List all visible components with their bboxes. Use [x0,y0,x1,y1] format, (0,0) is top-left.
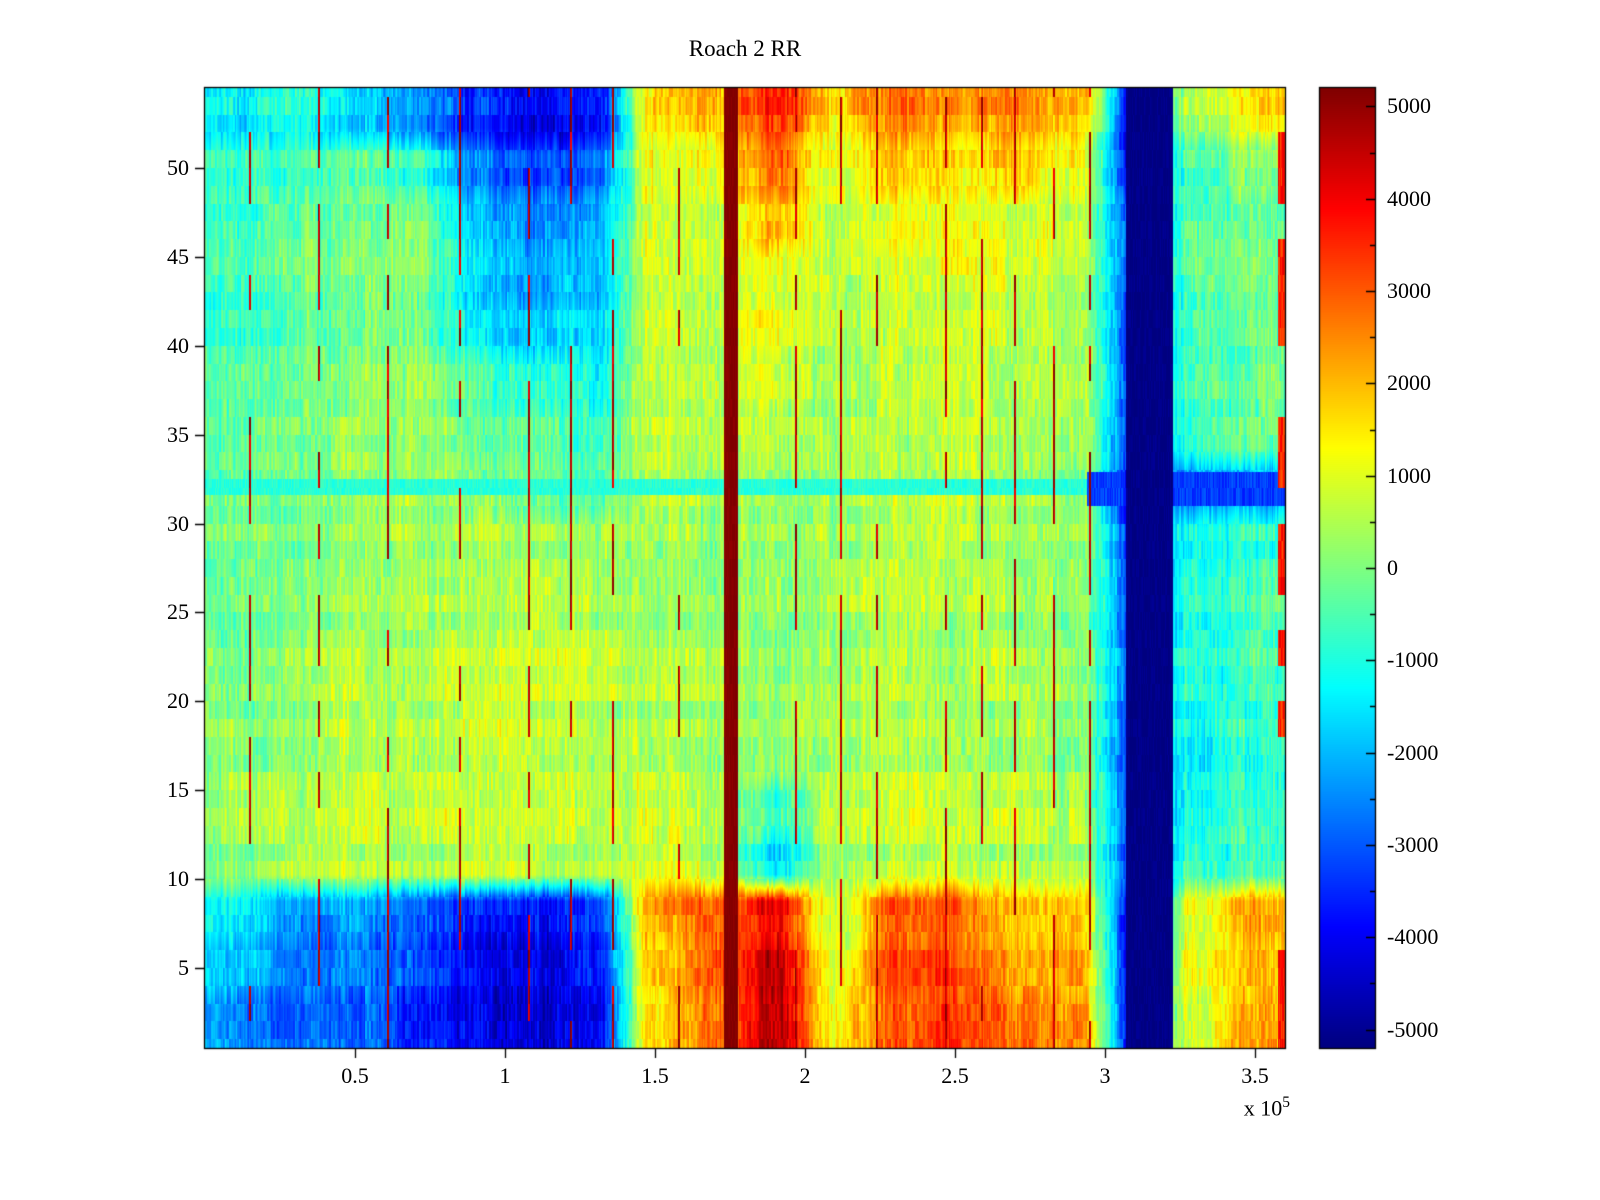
x-exponent-value: 5 [1282,1094,1290,1111]
x-axis-exponent-label: x 105 [1120,1094,1290,1121]
x-exponent-prefix: x 10 [1243,1095,1283,1121]
chart-title: Roach 2 RR [688,36,802,61]
